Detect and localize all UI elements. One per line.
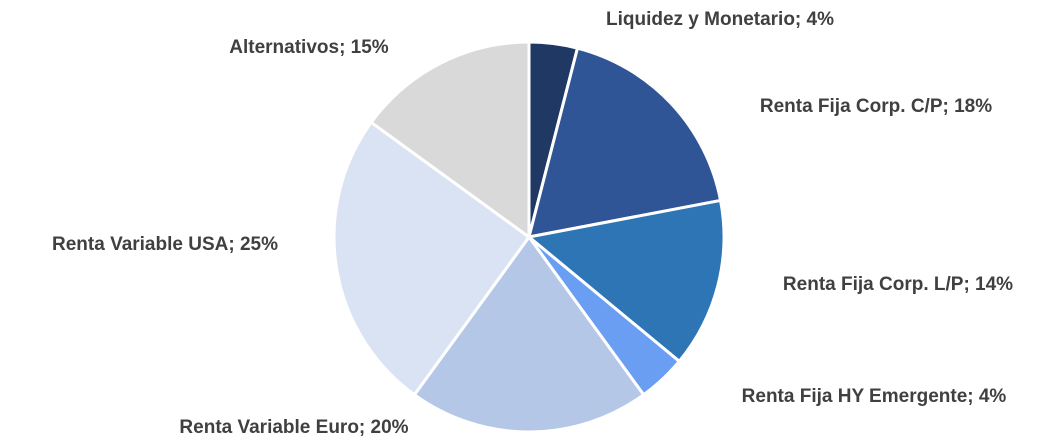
slice-label: Renta Variable USA; 25% xyxy=(52,234,278,255)
slice-label: Liquidez y Monetario; 4% xyxy=(606,9,834,30)
pie-slice xyxy=(526,46,723,239)
slice-label: Alternativos; 15% xyxy=(229,37,389,58)
slice-label: Renta Fija HY Emergente; 4% xyxy=(742,386,1007,407)
slice-label: Renta Variable Euro; 20% xyxy=(179,417,408,438)
pie-slice xyxy=(332,120,532,397)
pie-slice xyxy=(412,234,646,434)
slice-label: Renta Fija Corp. L/P; 14% xyxy=(783,274,1013,295)
pie-slice xyxy=(369,40,531,240)
slice-label: Renta Fija Corp. C/P; 18% xyxy=(760,96,992,117)
pie-slice xyxy=(525,198,726,364)
